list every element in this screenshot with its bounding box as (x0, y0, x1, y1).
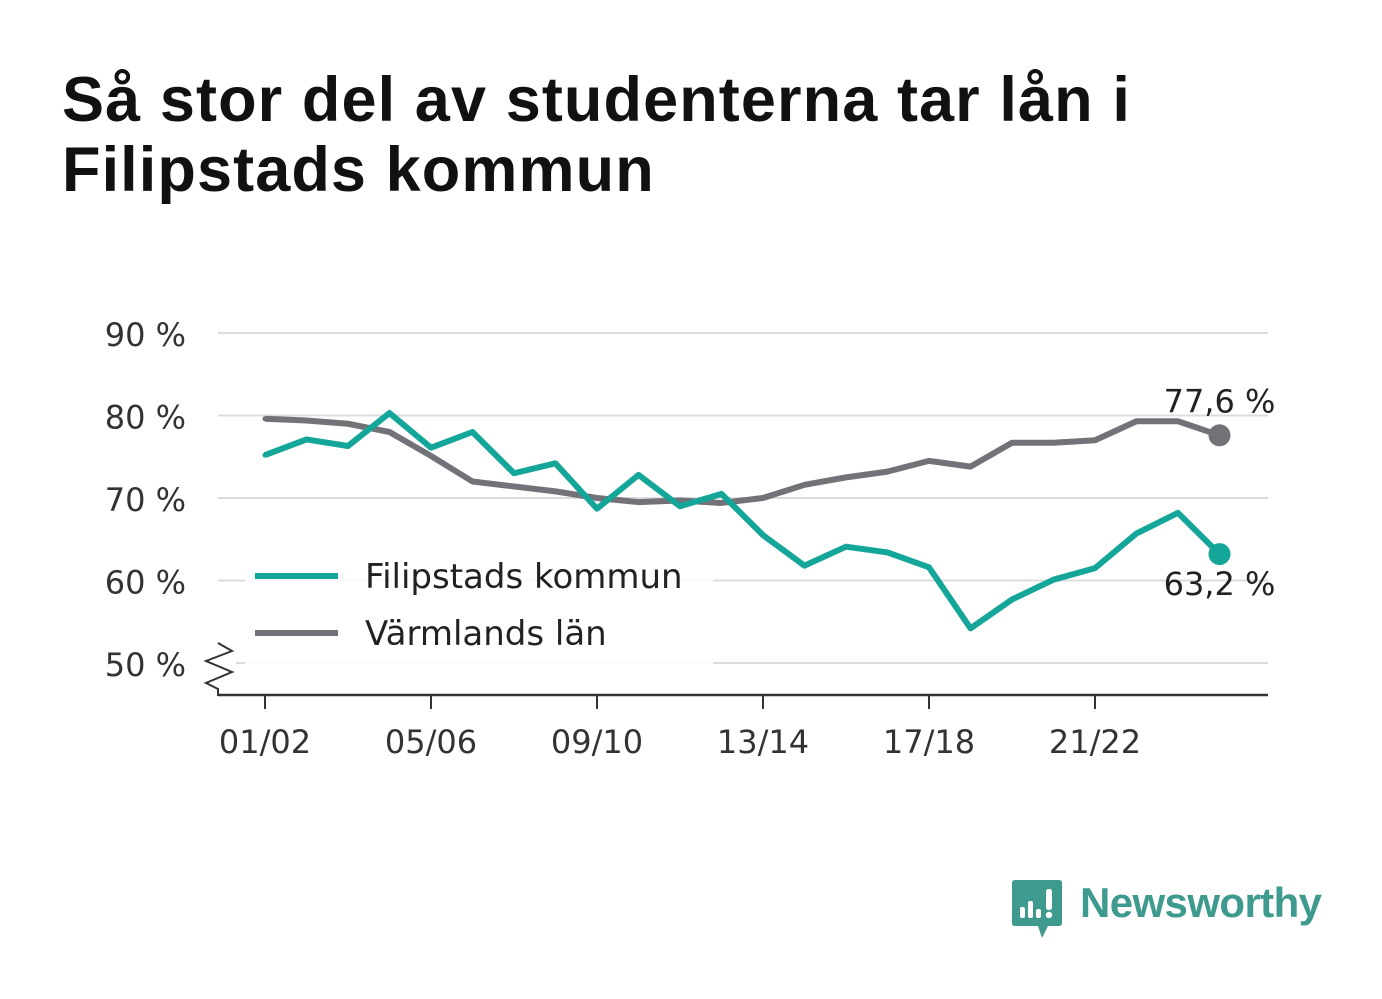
data-point-filipstads-kommun (428, 445, 434, 451)
y-tick-label: 70 % (105, 481, 186, 519)
legend-background (245, 546, 713, 666)
data-point-varmlands-lan (345, 421, 351, 427)
chart-title: Så stor del av studenterna tar lån i Fil… (62, 65, 1131, 205)
logo-bar (1020, 907, 1025, 918)
data-point-filipstads-kommun (926, 564, 932, 570)
data-point-varmlands-lan (1134, 418, 1139, 424)
data-point-varmlands-lan (636, 499, 641, 505)
data-point-varmlands-lan (968, 464, 973, 470)
x-tick-label: 17/18 (883, 723, 975, 761)
data-point-varmlands-lan (470, 479, 475, 484)
brand-logo: Newsworthy (1012, 880, 1332, 940)
data-point-filipstads-kommun (1175, 510, 1181, 516)
data-point-filipstads-kommun (470, 429, 475, 435)
data-point-varmlands-lan (802, 482, 807, 488)
legend-label-varmlands-lan: Värmlands län (365, 614, 607, 654)
data-point-varmlands-lan (760, 495, 766, 501)
y-axis-break-symbol (203, 642, 235, 696)
y-tick-label: 90 % (105, 316, 186, 354)
legend: Filipstads kommun Värmlands län (245, 546, 713, 666)
data-point-varmlands-lan (1092, 437, 1098, 443)
data-point-varmlands-lan (594, 495, 600, 501)
data-point-filipstads-kommun (1134, 530, 1139, 536)
data-point-filipstads-kommun (387, 410, 392, 416)
x-tick-label: 09/10 (551, 723, 643, 761)
data-point-filipstads-kommun (968, 625, 973, 631)
logo-bar (1028, 901, 1033, 918)
end-value-label-filipstads-kommun: 63,2 % (1164, 565, 1276, 603)
data-point-filipstads-kommun (636, 472, 641, 478)
data-point-filipstads-kommun (304, 436, 309, 442)
series-line-filipstads-kommun (263, 410, 1222, 632)
brand-name: Newsworthy (1080, 879, 1322, 926)
data-point-varmlands-lan (262, 416, 268, 422)
newsworthy-logo-icon (1012, 880, 1062, 938)
data-point-varmlands-lan (428, 453, 434, 459)
data-point-varmlands-lan (1051, 440, 1056, 446)
end-value-label-varmlands-lan: 77,6 % (1164, 382, 1276, 420)
x-tick-label: 21/22 (1049, 723, 1141, 761)
data-point-varmlands-lan (843, 474, 849, 480)
data-point-filipstads-kommun (1092, 565, 1098, 571)
logo-speech-bubble (1012, 880, 1062, 938)
data-point-filipstads-kommun (511, 470, 517, 476)
data-point-varmlands-lan (719, 500, 724, 506)
data-point-filipstads-kommun (843, 544, 849, 550)
data-point-filipstads-kommun (719, 491, 724, 497)
data-point-filipstads-kommun (802, 563, 807, 569)
logo-bar (1036, 909, 1041, 918)
end-point-filipstads-kommun (1208, 543, 1231, 566)
data-point-filipstads-kommun (345, 443, 351, 449)
data-point-filipstads-kommun (594, 506, 600, 512)
series-group (262, 410, 1231, 632)
data-point-filipstads-kommun (1009, 596, 1015, 602)
data-point-varmlands-lan (926, 458, 932, 464)
data-point-varmlands-lan (511, 483, 517, 489)
x-tick-label: 13/14 (717, 723, 809, 761)
data-point-varmlands-lan (304, 417, 309, 423)
logo-exclamation-dot (1045, 911, 1053, 919)
data-point-filipstads-kommun (677, 503, 683, 509)
y-tick-label: 80 % (105, 399, 186, 437)
data-point-varmlands-lan (1009, 440, 1015, 446)
end-point-varmlands-lan (1208, 424, 1231, 447)
y-axis: 50 % 60 % 70 % 80 % 90 % (105, 316, 235, 696)
y-tick-label: 60 % (105, 564, 186, 602)
data-point-varmlands-lan (1175, 418, 1181, 424)
x-tick-label: 05/06 (385, 723, 477, 761)
data-point-filipstads-kommun (553, 460, 558, 466)
logo-exclamation-bar (1046, 889, 1052, 910)
data-point-varmlands-lan (387, 429, 392, 435)
data-point-varmlands-lan (553, 488, 558, 494)
data-point-filipstads-kommun (262, 452, 268, 458)
data-point-varmlands-lan (885, 469, 890, 475)
legend-label-filipstads-kommun: Filipstads kommun (365, 557, 683, 597)
data-point-filipstads-kommun (885, 549, 890, 555)
data-point-filipstads-kommun (760, 532, 766, 538)
x-axis: 01/02 05/06 09/10 13/14 17/18 21/22 (218, 693, 1268, 761)
x-tick-label: 01/02 (219, 723, 311, 761)
series-line-varmlands-lan (264, 415, 1221, 506)
data-labels: 63,2 % 77,6 % (1164, 382, 1276, 603)
y-tick-label: 50 % (105, 646, 186, 684)
data-point-filipstads-kommun (1051, 577, 1056, 583)
